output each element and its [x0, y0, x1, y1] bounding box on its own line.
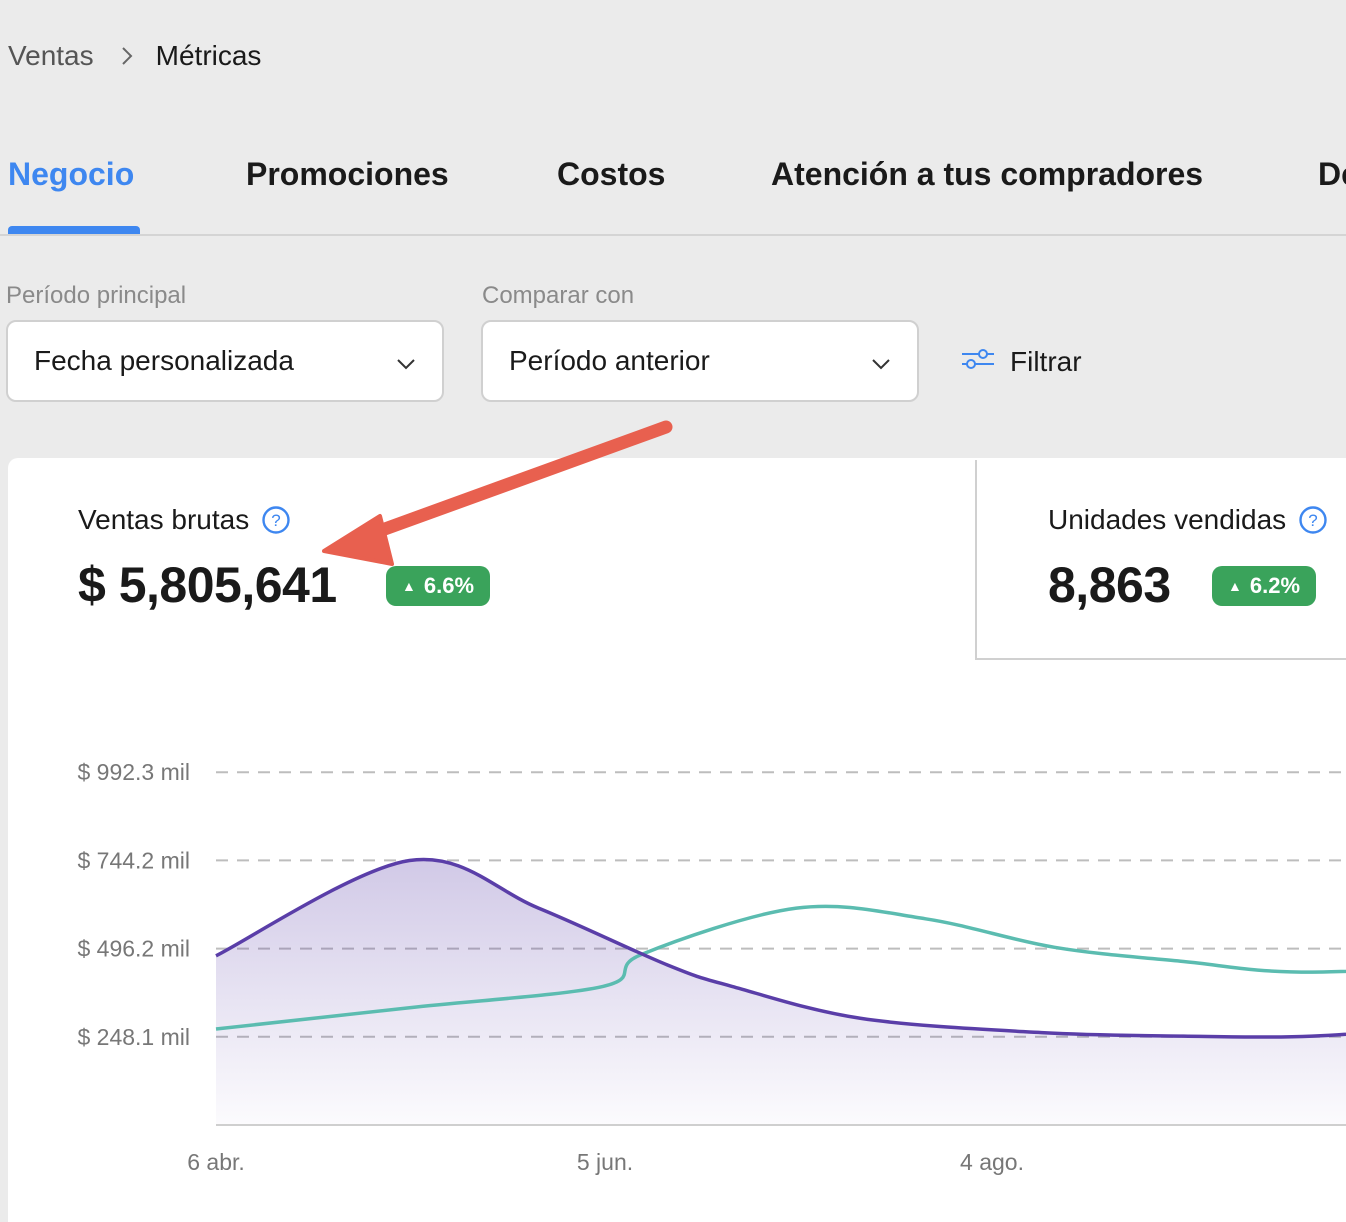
chevron-right-icon — [120, 45, 134, 67]
annotation-arrow — [322, 420, 673, 566]
x-tick-label: 4 ago. — [960, 1149, 1024, 1175]
tab-bar: Negocio Promociones Costos Atención a tu… — [0, 130, 1346, 236]
breadcrumb-current: Métricas — [155, 40, 262, 71]
metric-ventas-brutas-title: Ventas brutas ? — [78, 504, 291, 536]
svg-text:?: ? — [272, 511, 281, 530]
x-tick-label: 5 jun. — [577, 1149, 633, 1175]
comparar-con-select[interactable]: Período anterior — [481, 320, 919, 402]
filter-button[interactable]: Filtrar — [960, 340, 1082, 384]
tab-promociones[interactable]: Promociones — [246, 156, 449, 192]
change-badge: ▲ 6.6% — [386, 566, 491, 606]
series-line-current — [215, 857, 1346, 1039]
help-circle-icon[interactable]: ? — [1298, 505, 1328, 535]
chevron-down-icon — [871, 345, 891, 377]
change-value: 6.2% — [1249, 573, 1301, 598]
sales-area-chart: $ 248.1 mil $ 496.2 mil $ 744.2 mil $ 992.3… — [77, 759, 1346, 1175]
periodo-principal-label: Período principal — [6, 282, 187, 309]
tab-negocio[interactable]: Negocio — [8, 156, 135, 192]
change-value: 6.6% — [423, 573, 475, 598]
y-tick-label: $ 248.1 mil — [77, 1024, 190, 1050]
tab-truncated[interactable]: De — [1318, 156, 1346, 192]
sliders-icon — [960, 346, 996, 379]
periodo-principal-value: Fecha personalizada — [34, 345, 294, 376]
svg-text:?: ? — [1308, 511, 1317, 530]
triangle-up-icon: ▲ — [402, 578, 416, 594]
series-line-previous — [215, 904, 1346, 1031]
y-tick-label: $ 992.3 mil — [77, 759, 190, 785]
comparar-con-label: Comparar con — [482, 282, 635, 309]
tab-atencion-compradores[interactable]: Atención a tus compradores — [771, 156, 1204, 192]
help-circle-icon[interactable]: ? — [261, 505, 291, 535]
comparar-con-value: Período anterior — [509, 345, 710, 376]
metric-title-text: Ventas brutas — [78, 504, 250, 535]
y-tick-label: $ 744.2 mil — [77, 847, 190, 873]
metric-unidades-value: 8,863 — [1048, 557, 1171, 613]
change-badge: ▲ 6.2% — [1212, 566, 1317, 606]
series-area-fill — [216, 859, 1346, 1125]
metric-ventas-brutas-value: $ 5,805,641 — [78, 557, 337, 613]
triangle-up-icon: ▲ — [1228, 578, 1242, 594]
breadcrumb-parent[interactable]: Ventas — [8, 40, 94, 71]
periodo-principal-select[interactable]: Fecha personalizada — [6, 320, 444, 402]
tab-costos[interactable]: Costos — [557, 156, 666, 192]
breadcrumb: Ventas Métricas — [8, 36, 261, 76]
metric-unidades-title: Unidades vendidas ? — [1048, 504, 1328, 536]
metric-title-text: Unidades vendidas — [1048, 504, 1287, 535]
filter-label: Filtrar — [1010, 346, 1082, 377]
x-tick-label: 6 abr. — [187, 1149, 245, 1175]
y-tick-label: $ 496.2 mil — [77, 936, 190, 962]
chevron-down-icon — [396, 345, 416, 377]
active-tab-indicator — [8, 226, 140, 234]
metric-divider — [975, 460, 1346, 660]
